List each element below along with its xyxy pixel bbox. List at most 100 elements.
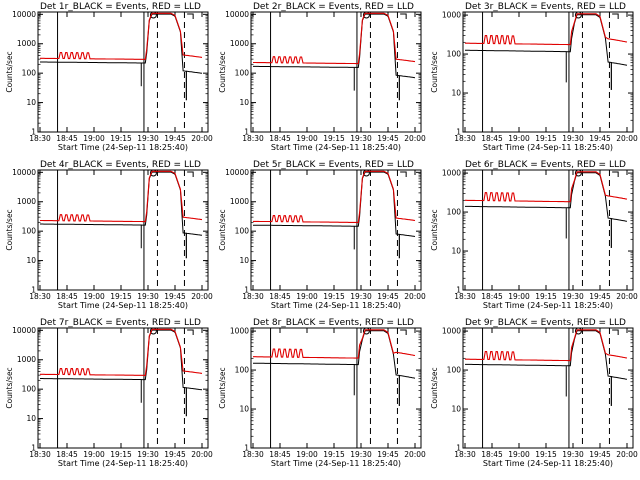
- x-tick-label: 20:00: [616, 134, 638, 143]
- x-tick-label: 18:30: [29, 292, 51, 301]
- x-axis-label: Start Time (24-Sep-11 18:25:40): [271, 459, 401, 468]
- circle-marker: [362, 169, 370, 177]
- panel-det-1: Det 1r_BLACK = Events, RED = LLD 1 10 100 10…: [5, 2, 213, 152]
- x-tick-label: 18:30: [454, 292, 476, 301]
- y-tick-label: 100: [447, 50, 462, 59]
- panel-det-9: Det 9r_BLACK = Events, RED = LLD 1 10 100 10…: [430, 318, 638, 468]
- panel-title: Det 8r_BLACK = Events, RED = LLD: [253, 318, 414, 328]
- y-tick-label: 10000: [12, 10, 36, 19]
- y-tick-label: 10: [239, 256, 249, 265]
- bracket-marker: [187, 171, 194, 177]
- x-axis-label: Start Time (24-Sep-11 18:25:40): [483, 301, 613, 310]
- plot-frame: [250, 11, 422, 133]
- circle-marker: [149, 11, 157, 19]
- y-axis-label: Counts/sec: [218, 367, 227, 408]
- y-tick-label: 10000: [12, 168, 36, 177]
- panel-det-5: Det 5r_BLACK = Events, RED = LLD 1 10 100 10…: [218, 160, 426, 310]
- x-tick-label: 19:00: [508, 292, 530, 301]
- y-tick-label: 10: [26, 414, 36, 423]
- y-tick-label: 10: [451, 405, 461, 414]
- events-curve: [40, 13, 203, 74]
- bracket-marker: [612, 329, 619, 335]
- y-axis-label: Counts/sec: [5, 209, 14, 250]
- lld-curve: [40, 328, 203, 376]
- panel-title: Det 2r_BLACK = Events, RED = LLD: [253, 2, 414, 12]
- y-axis-label: Counts/sec: [218, 209, 227, 250]
- panel-title: Det 1r_BLACK = Events, RED = LLD: [40, 2, 201, 12]
- plot-frame: [250, 169, 422, 291]
- events-curve: [253, 171, 416, 237]
- events-curve: [253, 330, 416, 379]
- x-tick-label: 20:00: [191, 134, 213, 143]
- x-tick-label: 19:30: [350, 292, 372, 301]
- panel-det-3: Det 3r_BLACK = Events, RED = LLD 1 10 100 10…: [430, 2, 638, 152]
- circle-marker: [149, 169, 157, 177]
- y-tick-label: 100: [235, 69, 250, 78]
- y-tick-label: 1: [456, 286, 461, 295]
- x-tick-label: 18:45: [56, 292, 78, 301]
- x-tick-label: 19:15: [110, 292, 132, 301]
- x-tick-label: 19:15: [323, 134, 345, 143]
- lld-curve: [253, 12, 416, 65]
- x-axis-label: Start Time (24-Sep-11 18:25:40): [483, 143, 613, 152]
- x-tick-label: 18:45: [56, 134, 78, 143]
- y-axis-label: Counts/sec: [430, 209, 439, 250]
- y-tick-label: 10: [239, 98, 249, 107]
- y-tick-label: 10: [451, 247, 461, 256]
- y-tick-label: 1000: [442, 11, 461, 20]
- bracket-marker: [187, 329, 194, 335]
- y-tick-label: 1000: [17, 39, 36, 48]
- x-tick-label: 19:30: [137, 292, 159, 301]
- panel-title: Det 5r_BLACK = Events, RED = LLD: [253, 160, 414, 170]
- y-tick-label: 100: [235, 366, 250, 375]
- y-axis-label: Counts/sec: [430, 51, 439, 92]
- x-tick-label: 18:45: [269, 134, 291, 143]
- x-tick-label: 19:30: [562, 450, 584, 459]
- y-tick-label: 10: [239, 405, 249, 414]
- events-curve: [465, 172, 628, 222]
- x-tick-label: 18:30: [454, 450, 476, 459]
- y-tick-label: 100: [22, 385, 37, 394]
- x-tick-label: 19:15: [323, 450, 345, 459]
- y-tick-label: 1: [244, 286, 249, 295]
- bracket-marker: [612, 13, 619, 19]
- bracket-marker: [400, 329, 407, 335]
- x-tick-label: 19:00: [508, 450, 530, 459]
- x-tick-label: 20:00: [616, 292, 638, 301]
- x-tick-label: 19:45: [589, 450, 611, 459]
- y-tick-label: 10: [451, 89, 461, 98]
- events-curve: [465, 14, 628, 66]
- y-tick-label: 100: [447, 208, 462, 217]
- events-curve: [253, 13, 416, 79]
- panel-det-6: Det 6r_BLACK = Events, RED = LLD 1 10 100 10…: [430, 160, 638, 310]
- y-axis-label: Counts/sec: [5, 51, 14, 92]
- x-tick-label: 20:00: [404, 450, 426, 459]
- x-tick-label: 19:30: [137, 450, 159, 459]
- x-tick-label: 18:30: [242, 450, 264, 459]
- y-tick-label: 100: [447, 366, 462, 375]
- lld-curve: [253, 329, 416, 359]
- plot-frame: [462, 327, 634, 449]
- x-tick-label: 19:30: [562, 134, 584, 143]
- bracket-marker: [400, 13, 407, 19]
- circle-marker: [362, 11, 370, 19]
- x-tick-label: 20:00: [404, 292, 426, 301]
- panel-det-7: Det 7r_BLACK = Events, RED = LLD 1 10 100 10…: [5, 318, 213, 468]
- x-tick-label: 19:15: [535, 134, 557, 143]
- plot-frame: [462, 169, 634, 291]
- x-tick-label: 19:00: [296, 134, 318, 143]
- x-tick-label: 19:45: [589, 134, 611, 143]
- x-tick-label: 19:00: [83, 292, 105, 301]
- x-tick-label: 18:45: [56, 450, 78, 459]
- x-tick-label: 19:15: [535, 292, 557, 301]
- y-tick-label: 1: [244, 128, 249, 137]
- y-tick-label: 1: [456, 128, 461, 137]
- x-tick-label: 19:15: [323, 292, 345, 301]
- y-tick-label: 1000: [230, 39, 249, 48]
- x-axis-label: Start Time (24-Sep-11 18:25:40): [483, 459, 613, 468]
- y-tick-label: 10: [26, 98, 36, 107]
- y-tick-label: 1: [31, 444, 36, 453]
- x-axis-label: Start Time (24-Sep-11 18:25:40): [271, 143, 401, 152]
- lld-curve: [40, 170, 203, 223]
- y-tick-label: 1000: [230, 197, 249, 206]
